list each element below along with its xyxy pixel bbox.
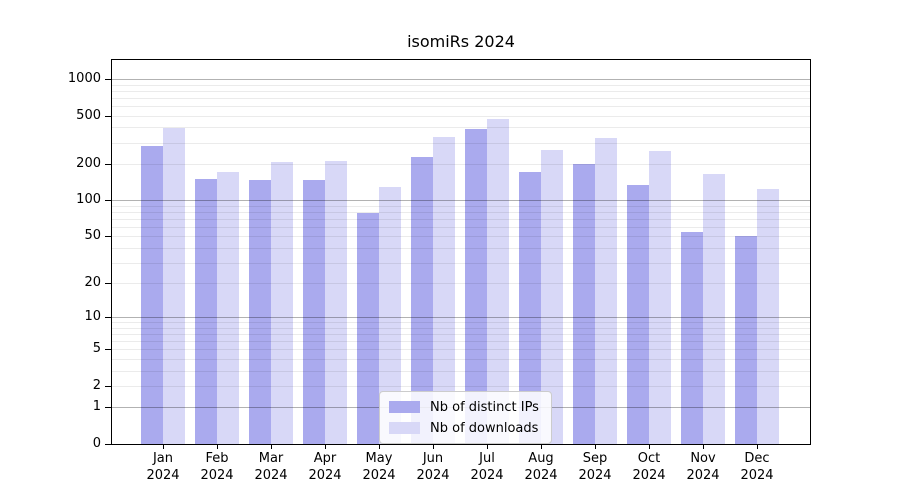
y-tick-mark [105,317,111,318]
y-tick-mark [105,283,111,284]
x-tick-label-nov: Nov 2024 [686,451,720,483]
bar-nb-of-distinct-ips-nov [681,232,703,444]
bar-nb-of-downloads-mar [271,162,293,444]
x-tick-mark [649,445,650,449]
x-tick-label-apr: Apr 2024 [308,451,342,483]
bar-nb-of-distinct-ips-jun [411,157,433,444]
x-tick-mark [541,445,542,449]
bar-nb-of-distinct-ips-sep [573,164,595,444]
y-tick-mark [105,79,111,80]
bar-nb-of-downloads-sep [595,138,617,444]
y-tick-label: 10 [84,309,101,324]
y-tick-label: 5 [92,341,101,356]
bar-nb-of-distinct-ips-jan [141,146,163,444]
x-tick-mark [271,445,272,449]
bar-nb-of-downloads-feb [217,172,239,444]
x-tick-label-aug: Aug 2024 [524,451,558,483]
x-tick-mark [325,445,326,449]
y-tick-mark [105,407,111,408]
y-tick-label: 0 [92,436,101,451]
bar-nb-of-distinct-ips-oct [627,185,649,444]
x-tick-label-jun: Jun 2024 [416,451,450,483]
x-tick-mark [703,445,704,449]
y-tick-label: 2 [92,378,101,393]
chart-title: isomiRs 2024 [407,32,515,51]
plot-area [111,59,811,445]
legend-swatch-nb-of-downloads [389,422,420,434]
y-tick-label: 200 [76,156,101,171]
bar-nb-of-downloads-aug [541,150,563,444]
bar-nb-of-distinct-ips-feb [195,179,217,444]
y-tick-mark [105,200,111,201]
y-tick-mark [105,236,111,237]
legend-swatch-nb-of-distinct-ips [389,401,420,413]
x-tick-label-may: May 2024 [362,451,396,483]
x-tick-mark [433,445,434,449]
bar-nb-of-downloads-jun [433,137,455,444]
bar-nb-of-distinct-ips-mar [249,180,271,444]
y-tick-mark [105,116,111,117]
y-tick-mark [105,164,111,165]
legend-item-nb-of-downloads: Nb of downloads [389,420,539,436]
bar-nb-of-downloads-jul [487,119,509,444]
y-tick-label: 500 [76,108,101,123]
legend-label-nb-of-downloads: Nb of downloads [430,420,539,436]
bar-nb-of-downloads-jan [163,128,185,444]
bar-nb-of-downloads-may [379,187,401,444]
x-tick-mark [757,445,758,449]
bar-nb-of-distinct-ips-dec [735,236,757,444]
bar-nb-of-distinct-ips-jul [465,129,487,444]
x-tick-label-mar: Mar 2024 [254,451,288,483]
x-tick-label-jan: Jan 2024 [146,451,180,483]
bars-layer [112,60,810,444]
y-tick-label: 1000 [67,71,101,86]
y-tick-mark [105,386,111,387]
x-tick-label-sep: Sep 2024 [578,451,612,483]
bar-nb-of-downloads-apr [325,161,347,444]
x-tick-mark [217,445,218,449]
legend: Nb of distinct IPs Nb of downloads [379,391,552,444]
y-tick-label: 20 [84,275,101,290]
y-tick-mark [105,444,111,445]
x-tick-mark [487,445,488,449]
x-tick-label-oct: Oct 2024 [632,451,666,483]
bar-nb-of-downloads-dec [757,189,779,444]
legend-label-nb-of-distinct-ips: Nb of distinct IPs [430,399,539,415]
legend-item-nb-of-distinct-ips: Nb of distinct IPs [389,399,539,415]
bar-nb-of-downloads-nov [703,174,725,444]
bar-nb-of-distinct-ips-apr [303,180,325,444]
bar-nb-of-distinct-ips-aug [519,172,541,444]
x-tick-label-feb: Feb 2024 [200,451,234,483]
x-tick-label-jul: Jul 2024 [470,451,504,483]
x-tick-mark [595,445,596,449]
x-tick-mark [379,445,380,449]
x-tick-label-dec: Dec 2024 [740,451,774,483]
y-tick-mark [105,349,111,350]
bar-nb-of-downloads-oct [649,151,671,444]
bar-nb-of-distinct-ips-may [357,213,379,444]
y-tick-label: 50 [84,228,101,243]
y-tick-label: 100 [76,192,101,207]
y-tick-label: 1 [92,399,101,414]
x-tick-mark [163,445,164,449]
